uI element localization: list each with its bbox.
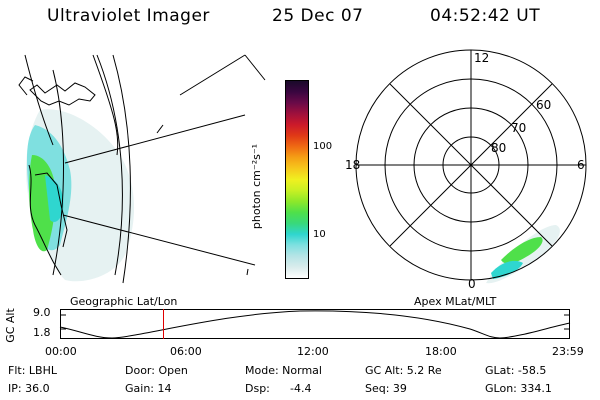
altitude-plot bbox=[59, 309, 571, 339]
mode-label: Mode: Normal bbox=[245, 364, 322, 377]
glat-label: GLat: -58.5 bbox=[485, 364, 547, 377]
seq-label: Seq: 39 bbox=[365, 382, 407, 395]
lat-label-70: 70 bbox=[511, 121, 526, 135]
instrument-title: Ultraviolet Imager bbox=[47, 6, 210, 26]
gc-alt-label: GC Alt: 5.2 Re bbox=[365, 364, 442, 377]
ip-label: IP: 36.0 bbox=[8, 382, 50, 395]
colorbar-gradient bbox=[286, 81, 308, 278]
geo-grid-lines bbox=[24, 54, 266, 284]
mlt-label-18: 18 bbox=[345, 158, 360, 172]
altitude-xtick-0000: 00:00 bbox=[45, 345, 77, 358]
polar-grid bbox=[355, 49, 587, 281]
geo-map bbox=[18, 54, 266, 284]
lat-label-60: 60 bbox=[536, 98, 551, 112]
glon-label: GLon: 334.1 bbox=[485, 382, 552, 395]
colorbar-tick-10: 10 bbox=[313, 229, 326, 240]
filter-label: Flt: LBHL bbox=[8, 364, 57, 377]
altitude-ylabel: GC Alt bbox=[3, 308, 17, 343]
polar-map: 12 18 6 0 60 70 80 bbox=[345, 49, 587, 291]
polar-map-label: Apex MLat/MLT bbox=[414, 295, 497, 308]
colorbar-unit-label: photon cm⁻²s⁻¹ bbox=[250, 143, 264, 230]
altitude-ytick-high: 9.0 bbox=[33, 306, 51, 319]
altitude-curve bbox=[59, 310, 571, 339]
altitude-xtick-0600: 06:00 bbox=[170, 345, 202, 358]
mlt-label-6: 6 bbox=[577, 158, 585, 172]
gain-label: Gain: 14 bbox=[125, 382, 172, 395]
colorbar-tick-100: 100 bbox=[313, 141, 333, 152]
dsp-label: Dsp: bbox=[245, 382, 270, 395]
altitude-xtick-1200: 12:00 bbox=[297, 345, 329, 358]
door-label: Door: Open bbox=[125, 364, 188, 377]
mlt-label-12: 12 bbox=[474, 51, 489, 65]
colorbar bbox=[285, 80, 309, 279]
lat-label-80: 80 bbox=[491, 141, 506, 155]
altitude-xtick-2359: 23:59 bbox=[552, 345, 584, 358]
geo-map-label: Geographic Lat/Lon bbox=[70, 295, 178, 308]
date-label: 25 Dec 07 bbox=[272, 6, 364, 26]
dsp-value: -4.4 bbox=[290, 382, 312, 395]
polar-aurora-emission bbox=[486, 225, 560, 284]
mlt-label-0: 0 bbox=[468, 277, 476, 291]
time-label: 04:52:42 UT bbox=[430, 6, 541, 26]
altitude-ytick-low: 1.8 bbox=[33, 326, 51, 339]
coastline bbox=[18, 76, 96, 276]
altitude-xtick-1800: 18:00 bbox=[425, 345, 457, 358]
